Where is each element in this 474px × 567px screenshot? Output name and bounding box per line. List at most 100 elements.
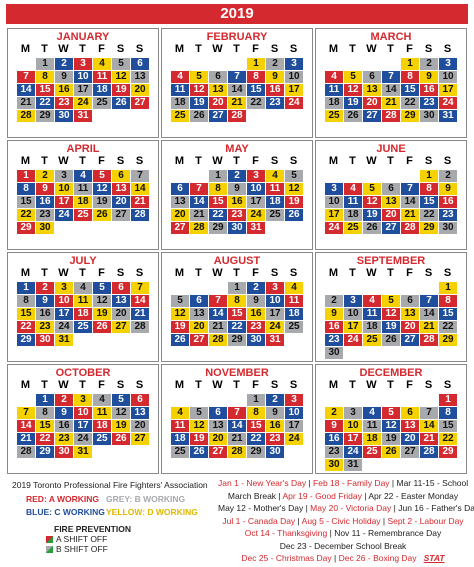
day-cell: 29	[16, 333, 36, 347]
weekday-label: S	[135, 267, 144, 279]
day-cell: 12	[189, 419, 209, 433]
day-cell: 16	[265, 419, 285, 433]
weekday-label: S	[116, 379, 125, 391]
day-cell: 2	[54, 393, 74, 407]
weekday-label: T	[233, 43, 240, 55]
day-cell: 3	[324, 182, 344, 196]
weekday-label: W	[366, 379, 377, 391]
day-cell: 19	[92, 307, 112, 321]
day-cell: 6	[208, 406, 228, 420]
day-cell: 2	[227, 169, 247, 183]
day-cell: 15	[35, 419, 55, 433]
day-cell: 11	[73, 294, 93, 308]
day-cell: 15	[400, 83, 420, 97]
day-cell: 29	[438, 333, 458, 347]
weekday-label: S	[135, 379, 144, 391]
day-cell: 26	[111, 96, 131, 110]
weekday-label: M	[20, 43, 31, 55]
day-cell: 10	[324, 195, 344, 209]
day-cell: 14	[419, 307, 439, 321]
day-cell: 7	[419, 406, 439, 420]
weekday-label: F	[252, 379, 259, 391]
weekday-label: M	[174, 267, 185, 279]
holiday-text: Dec 23 - December School Break	[279, 540, 407, 551]
day-cell: 19	[189, 96, 209, 110]
day-cell: 5	[170, 294, 190, 308]
day-cell: 25	[73, 320, 93, 334]
day-cell: 4	[265, 169, 285, 183]
day-cell: 3	[246, 169, 266, 183]
day-cell: 26	[189, 109, 209, 123]
day-cell: 20	[208, 96, 228, 110]
day-cell: 2	[54, 57, 74, 71]
month-name: MARCH	[370, 31, 412, 43]
day-cell: 23	[35, 320, 55, 334]
day-cell: 6	[170, 182, 190, 196]
holiday-text: Nov 11 - Remembrance Day	[334, 528, 442, 538]
day-cell: 26	[381, 333, 401, 347]
weekday-label: F	[98, 267, 105, 279]
month-box: NOVEMBER M T W T F S S 1 2 3 4 5 6 7 8 9 10 11 12 13 14 15 16 17…	[161, 364, 313, 474]
month-box: JUNE M T W T F S S 1 2 3 4 5 6 7 8 9 10 11 12 13 14 15 16 17 18 19…	[315, 140, 467, 250]
day-cell: 6	[130, 393, 150, 407]
legend-item: YELLOW: D WORKING	[106, 507, 198, 517]
day-cell: 25	[73, 208, 93, 222]
month-box: MAY M T W T F S S 1 2 3 4 5 6 7 8 9 10 11 12 13 14 15 16 17 18 19 2…	[161, 140, 313, 250]
month-name: OCTOBER	[55, 367, 111, 379]
day-cell: 26	[189, 445, 209, 459]
day-cell: 8	[16, 294, 36, 308]
day-cell: 27	[208, 445, 228, 459]
day-cell: 5	[284, 169, 304, 183]
weekday-label: M	[328, 43, 339, 55]
day-cell: 28	[130, 320, 150, 334]
day-cell: 9	[265, 70, 285, 84]
weekday-label: F	[98, 155, 105, 167]
day-cell: 25	[324, 109, 344, 123]
day-cell: 11	[170, 83, 190, 97]
holiday-text: Jan 1 - New Year's Day	[218, 478, 307, 488]
day-cell: 19	[362, 208, 382, 222]
weekday-label: M	[20, 155, 31, 167]
day-cell: 8	[227, 294, 247, 308]
month-box: OCTOBER M T W T F S S 1 2 3 4 5 6 7 8 9 10 11 12 13 14 15 16 17 1…	[7, 364, 159, 474]
day-cell: 17	[324, 208, 344, 222]
day-cell: 10	[284, 70, 304, 84]
day-cell: 23	[246, 320, 266, 334]
day-cell: 29	[16, 221, 36, 235]
day-cell: 22	[438, 320, 458, 334]
day-cell: 2	[265, 57, 285, 71]
holiday-text: |	[276, 490, 283, 501]
day-cell: 4	[170, 70, 190, 84]
day-cell: 30	[54, 445, 74, 459]
weekday-label: S	[289, 43, 298, 55]
weekday-label: T	[233, 379, 240, 391]
day-cell: 23	[438, 208, 458, 222]
day-cell: 4	[170, 406, 190, 420]
day-cell: 2	[35, 169, 55, 183]
holiday-line: Dec 25 - Christmas Day | Dec 26 - Boxing…	[218, 553, 468, 563]
weekday-label: S	[424, 43, 433, 55]
day-cell: 4	[73, 281, 93, 295]
holiday-line: Jan 1 - New Year's Day | Feb 18 - Family…	[218, 478, 468, 488]
day-cell: 13	[111, 294, 131, 308]
day-cell: 8	[246, 406, 266, 420]
weekday-label: S	[289, 155, 298, 167]
weekday-label: W	[58, 155, 69, 167]
day-cell: 15	[438, 307, 458, 321]
day-cell: 20	[381, 208, 401, 222]
day-cell: 20	[400, 432, 420, 446]
day-cell: 25	[362, 333, 382, 347]
weekday-label: T	[233, 155, 240, 167]
weekday-label: S	[270, 379, 279, 391]
day-cell: 7	[381, 70, 401, 84]
day-cell: 29	[438, 445, 458, 459]
day-cell: 12	[381, 419, 401, 433]
weekday-label: T	[79, 155, 86, 167]
month-box: SEPTEMBER M T W T F S S 1 2 3 4 5 6 7 8 9 10 11 12 13 14 15 16 1…	[315, 252, 467, 362]
day-cell: 27	[381, 221, 401, 235]
day-cell: 5	[343, 70, 363, 84]
day-cell: 10	[343, 419, 363, 433]
year-title: 2019	[6, 4, 468, 24]
holiday-text: |	[391, 503, 399, 513]
holiday-text: |	[331, 553, 339, 563]
